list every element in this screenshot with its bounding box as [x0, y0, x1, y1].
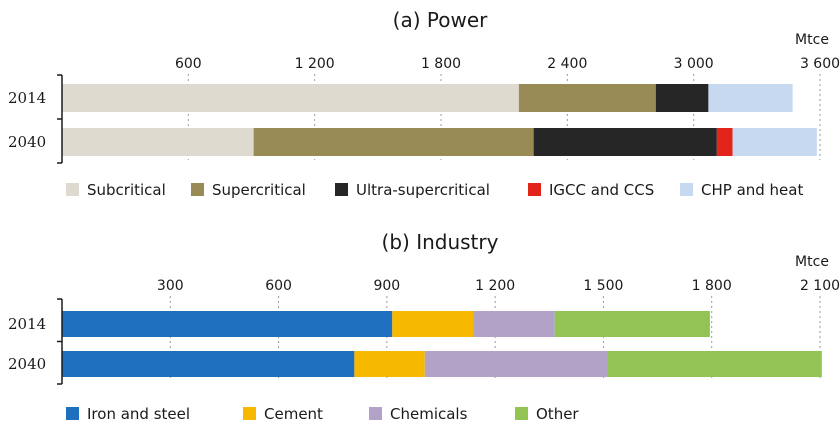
legend-swatch-chemicals — [369, 407, 382, 420]
panel-b-industry-unit-label: Mtce — [795, 254, 829, 270]
panel-b-industry-tick-label: 900 — [373, 278, 400, 294]
legend-swatch-igcc-and-ccs — [528, 183, 541, 196]
panel-b-industry-tick-label: 2 100 — [800, 278, 840, 294]
panel-a-power-tick-label: 1 200 — [295, 56, 335, 72]
panel-b-industry-tick-label: 1 800 — [692, 278, 732, 294]
legend-swatch-chp-and-heat — [680, 183, 693, 196]
legend-label-chp-and-heat: CHP and heat — [701, 181, 803, 199]
legend-label-supercritical: Supercritical — [212, 181, 306, 199]
panel-b-industry-bar-other-2014 — [554, 311, 710, 337]
panel-b-industry-tick-label: 1 200 — [475, 278, 515, 294]
panel-b-industry-bar-iron-and-steel-2040 — [62, 351, 355, 377]
panel-b-industry-bar-iron-and-steel-2014 — [62, 311, 393, 337]
legend-swatch-other — [515, 407, 528, 420]
panel-a-power-bar-chp-and-heat-2014 — [708, 84, 793, 112]
panel-a-power-category-label: 2040 — [8, 133, 46, 151]
panel-b-industry-bar-chemicals-2040 — [424, 351, 608, 377]
panel-a-power-unit-label: Mtce — [795, 32, 829, 48]
panel-a-power-bar-subcritical-2040 — [62, 128, 254, 156]
legend-label-subcritical: Subcritical — [87, 181, 166, 199]
panel-a-power-tick-label: 3 600 — [800, 56, 840, 72]
panel-a-power-bar-chp-and-heat-2040 — [732, 128, 817, 156]
legend-label-ultra-supercritical: Ultra-supercritical — [356, 181, 490, 199]
panel-b-industry-tick-label: 600 — [265, 278, 292, 294]
panel-b-industry-bar-cement-2014 — [392, 311, 474, 337]
legend-swatch-cement — [243, 407, 256, 420]
panel-a-power-bar-subcritical-2014 — [62, 84, 519, 112]
panel-a-power-category-label: 2014 — [8, 89, 46, 107]
panel-a-power-bar-supercritical-2014 — [518, 84, 656, 112]
panel-a-power-bar-igcc-and-ccs-2040 — [716, 128, 733, 156]
panel-b-industry-category-label: 2040 — [8, 355, 46, 373]
panel-b-industry-tick-label: 1 500 — [583, 278, 623, 294]
legend-swatch-iron-and-steel — [66, 407, 79, 420]
panel-b-industry-title: (b) Industry — [382, 230, 499, 254]
panel-b-industry-bar-chemicals-2014 — [473, 311, 555, 337]
panel-a-power-bar-ultra-supercritical-2040 — [533, 128, 717, 156]
panel-a-power-bar-supercritical-2040 — [253, 128, 534, 156]
panel-a-power-bar-ultra-supercritical-2014 — [655, 84, 709, 112]
panel-a-power-tick-label: 600 — [175, 56, 202, 72]
panel-a-power-tick-label: 3 000 — [674, 56, 714, 72]
panel-b-industry-bar-other-2040 — [607, 351, 822, 377]
legend-swatch-subcritical — [66, 183, 79, 196]
panel-a-power-tick-label: 1 800 — [421, 56, 461, 72]
legend-label-other: Other — [536, 405, 579, 423]
panel-a-power-tick-label: 2 400 — [547, 56, 587, 72]
panel-b-industry-category-label: 2014 — [8, 315, 46, 333]
legend-label-cement: Cement — [264, 405, 323, 423]
panel-a-power-title: (a) Power — [393, 8, 488, 32]
panel-b-industry-tick-label: 300 — [157, 278, 184, 294]
legend-swatch-supercritical — [191, 183, 204, 196]
legend-label-igcc-and-ccs: IGCC and CCS — [549, 181, 654, 199]
legend-label-chemicals: Chemicals — [390, 405, 468, 423]
panel-b-industry-bar-cement-2040 — [354, 351, 425, 377]
legend-swatch-ultra-supercritical — [335, 183, 348, 196]
legend-label-iron-and-steel: Iron and steel — [87, 405, 190, 423]
